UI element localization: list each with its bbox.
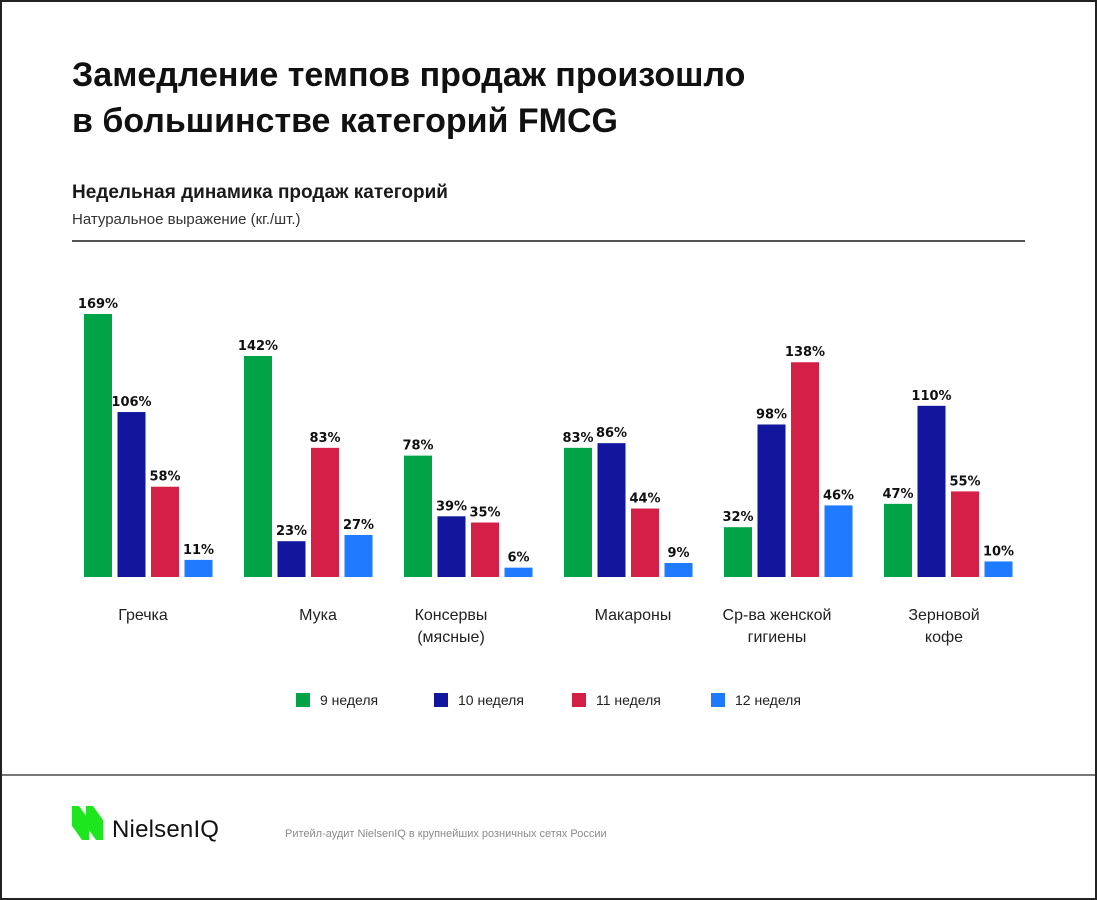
- bar: [564, 447, 592, 577]
- bar: [884, 503, 912, 577]
- legend-label: 10 неделя: [458, 692, 524, 708]
- bar: [757, 424, 786, 577]
- bar: [244, 356, 272, 577]
- data-label: 11%: [183, 543, 214, 558]
- bar: [951, 491, 979, 577]
- nielseniq-logo-icon: [72, 806, 103, 840]
- bar: [404, 455, 432, 577]
- data-label: 78%: [402, 439, 433, 454]
- footer-divider: [2, 774, 1095, 776]
- data-label: 6%: [507, 551, 529, 566]
- data-label: 27%: [343, 518, 374, 533]
- category-label-line-1: Гречка: [118, 607, 168, 624]
- data-label: 142%: [238, 339, 278, 354]
- legend-swatch: [711, 693, 725, 707]
- bar: [917, 405, 946, 577]
- title-line-2: в большинстве категорий FMCG: [72, 102, 618, 140]
- bar: [631, 508, 659, 577]
- page-title: Замедление темпов продаж произошло в бол…: [72, 52, 745, 144]
- legend-swatch: [296, 693, 310, 707]
- bar: [984, 561, 1013, 577]
- data-label: 138%: [785, 345, 825, 360]
- category-label: Мука: [238, 605, 398, 627]
- bar: [151, 486, 179, 577]
- category-label-line-1: Консервы: [414, 607, 488, 624]
- title-line-1: Замедление темпов продаж произошло: [72, 56, 746, 94]
- bar: [504, 567, 533, 577]
- legend-item: 9 неделя: [296, 692, 378, 708]
- source-note: Ритейл-аудит NielsenIQ в крупнейших розн…: [285, 828, 607, 840]
- category-label: Макароны: [553, 605, 713, 627]
- nielseniq-logo: NielsenIQ: [72, 806, 262, 846]
- data-label: 39%: [436, 499, 467, 514]
- chart-subtitle: Натуральное выражение (кг./шт.): [72, 211, 301, 228]
- data-label: 32%: [722, 510, 753, 525]
- bar: [724, 527, 752, 577]
- category-label: Ср-ва женской гигиены: [697, 605, 857, 649]
- bar: [791, 362, 819, 577]
- chart-title: Недельная динамика продаж категорий: [72, 182, 448, 203]
- category-label-line-2: кофе: [924, 629, 964, 646]
- logo-text: NielsenIQ: [112, 816, 220, 843]
- data-label: 110%: [911, 389, 951, 404]
- category-label-line-2: (мясные): [417, 629, 485, 646]
- data-label: 83%: [562, 431, 593, 446]
- data-label: 58%: [149, 470, 180, 485]
- data-label: 44%: [629, 492, 660, 507]
- category-label: Гречка: [63, 605, 223, 627]
- bar: [344, 534, 373, 577]
- bar: [824, 505, 853, 577]
- legend-item: 10 неделя: [434, 692, 524, 708]
- bar: [311, 447, 339, 577]
- bar: [277, 541, 306, 577]
- data-label: 106%: [111, 395, 151, 410]
- bar: [84, 314, 112, 577]
- legend-label: 9 неделя: [320, 692, 379, 708]
- category-label: Зерновой кофе: [864, 605, 1024, 649]
- category-label-line-1: Зерновой: [908, 607, 980, 624]
- data-label: 10%: [983, 544, 1014, 559]
- legend-item: 12 неделя: [711, 692, 801, 708]
- category-label-line-1: Ср-ва женской: [722, 607, 832, 624]
- bar: [437, 516, 466, 577]
- bar: [664, 562, 693, 577]
- category-label: Консервы (мясные): [371, 605, 531, 649]
- legend-label: 12 неделя: [735, 692, 801, 708]
- data-label: 55%: [949, 474, 980, 489]
- data-label: 23%: [276, 524, 307, 539]
- bar: [117, 412, 146, 577]
- legend-label: 11 неделя: [596, 692, 661, 708]
- bar: [184, 559, 213, 577]
- data-label: 46%: [823, 488, 854, 503]
- chart-legend: 9 неделя 10 неделя 11 неделя 12 неделя: [0, 692, 1097, 712]
- bar: [597, 443, 626, 577]
- legend-item: 11 неделя: [572, 692, 661, 708]
- category-label-line-1: Мука: [299, 607, 337, 624]
- legend-swatch: [434, 693, 448, 707]
- data-label: 35%: [469, 506, 500, 521]
- category-label-line-2: гигиены: [747, 629, 807, 646]
- data-label: 83%: [309, 431, 340, 446]
- data-label: 169%: [78, 297, 118, 312]
- data-label: 98%: [756, 407, 787, 422]
- legend-swatch: [572, 693, 586, 707]
- bar: [471, 522, 499, 577]
- data-label: 86%: [596, 426, 627, 441]
- category-label-line-1: Макароны: [594, 607, 672, 624]
- header-divider: [72, 240, 1025, 242]
- bar-chart: 169% 106% 58% 11% 142% 23% 83% 27% 78% 39% 35% 6% 83…: [78, 297, 1014, 577]
- data-label: 47%: [882, 487, 913, 502]
- data-label: 9%: [667, 546, 689, 561]
